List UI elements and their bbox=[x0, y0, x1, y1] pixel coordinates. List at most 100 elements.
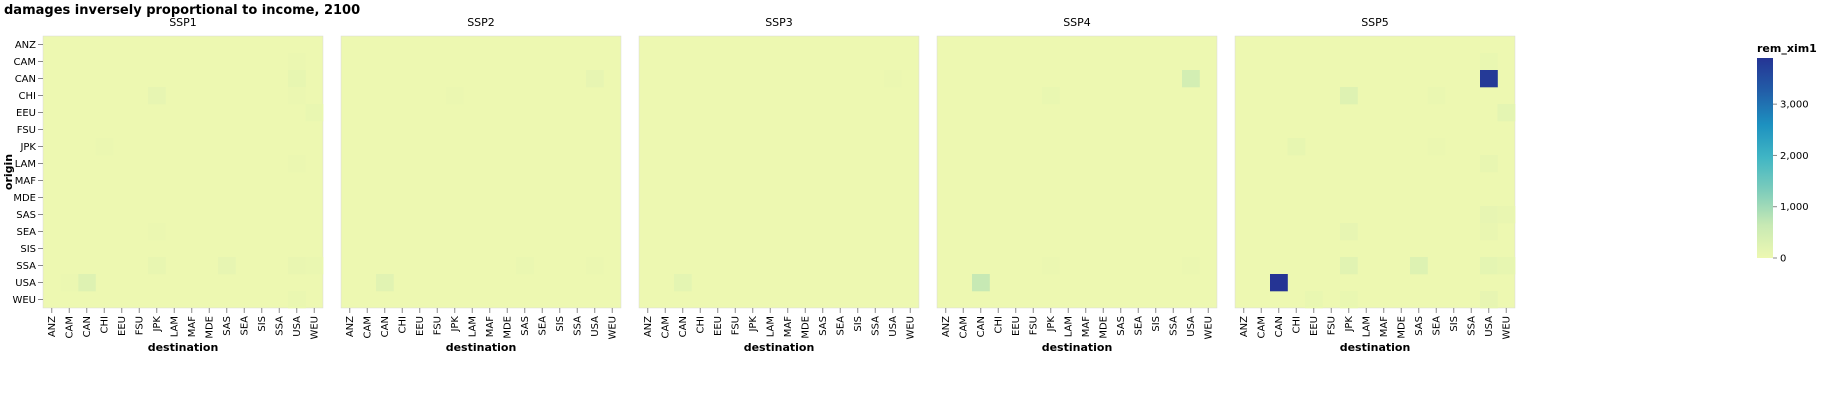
facet-ssp2: SSP2 ANZ CAM CAN CHI EEU FSU JPK LAM MAF MDE SAS SEA… bbox=[340, 16, 622, 354]
x-tick-label: CAM bbox=[660, 316, 671, 338]
x-tick-label: SIS bbox=[853, 316, 864, 332]
x-tick-label: CAM bbox=[362, 316, 373, 338]
x-tick-label: JPK bbox=[1046, 316, 1057, 333]
heatmap-cell-jpk-sea bbox=[1427, 138, 1446, 156]
x-tick-label: WEU bbox=[309, 316, 320, 340]
x-tick-label: FSU bbox=[134, 316, 145, 335]
x-tick-label: SIS bbox=[1151, 316, 1162, 332]
x-tick-label: SAS bbox=[222, 316, 233, 336]
x-axis-title: destination bbox=[1340, 341, 1411, 354]
y-axis-title: origin bbox=[2, 154, 15, 190]
x-tick-label: LAM bbox=[467, 316, 478, 337]
heatmap-cell-ssa-usa bbox=[288, 257, 306, 275]
x-tick-label: SSA bbox=[572, 316, 583, 336]
heatmap-cell-ssa-usa bbox=[586, 257, 604, 275]
x-tick-label: WEU bbox=[905, 316, 916, 340]
x-tick-label: SSA bbox=[1466, 316, 1477, 336]
heatmap-cell-usa-can bbox=[376, 274, 394, 292]
x-tick-label: WEU bbox=[607, 316, 618, 340]
x-tick-label: WEU bbox=[1203, 316, 1214, 340]
y-tick-label: MDE bbox=[13, 193, 36, 204]
x-tick-label: ANZ bbox=[345, 316, 356, 337]
heatmap-cell-sea-jpk bbox=[1340, 223, 1358, 241]
y-tick-label: CAM bbox=[14, 57, 36, 68]
heatmap-cell-lam-usa bbox=[288, 155, 306, 173]
legend-color-bar bbox=[1757, 58, 1773, 258]
heatmap-cell-jpk-chi bbox=[1287, 138, 1306, 156]
heatmap-panel-background bbox=[1234, 35, 1516, 309]
heatmap-cell-chi-jpk bbox=[1340, 87, 1358, 105]
heatmap-cell-ssa-sas bbox=[516, 257, 534, 275]
y-tick-label: EEU bbox=[16, 108, 36, 119]
x-tick-label: MDE bbox=[1098, 316, 1109, 339]
heatmap-cell-ssa-jpk bbox=[1042, 257, 1060, 275]
x-tick-label: LAM bbox=[1361, 316, 1372, 337]
x-tick-label: EEU bbox=[1309, 316, 1320, 336]
x-tick-label: MAF bbox=[783, 316, 794, 337]
x-tick-label: MAF bbox=[485, 316, 496, 337]
heatmap-cell-ssa-weu bbox=[305, 257, 324, 275]
x-tick-label: CAM bbox=[1256, 316, 1267, 338]
x-axis-title: destination bbox=[148, 341, 219, 354]
x-tick-label: CHI bbox=[1291, 316, 1302, 333]
heatmap-cell-can-usa bbox=[288, 70, 306, 88]
y-tick-label: LAM bbox=[15, 159, 36, 170]
x-tick-label: SAS bbox=[818, 316, 829, 336]
x-axis-title: destination bbox=[446, 341, 517, 354]
x-tick-label: MAF bbox=[1379, 316, 1390, 337]
x-tick-label: SSA bbox=[870, 316, 881, 336]
x-tick-label: SSA bbox=[1168, 316, 1179, 336]
facet-ssp1: SSP1 ANZ CAM CAN CHI EEU FSU JPK LAM MAF MDE SAS SEA… bbox=[2, 16, 324, 354]
heatmap-cell-can-usa bbox=[884, 70, 902, 88]
heatmap-cell-jpk-chi bbox=[95, 138, 114, 156]
x-tick-label: CHI bbox=[993, 316, 1004, 333]
y-tick-label: USA bbox=[15, 278, 36, 289]
facet-title-ssp2: SSP2 bbox=[467, 16, 495, 29]
x-tick-label: CHI bbox=[397, 316, 408, 333]
x-tick-label: EEU bbox=[713, 316, 724, 336]
heatmap-cell-sas-weu bbox=[1497, 206, 1516, 224]
x-tick-label: MDE bbox=[502, 316, 513, 339]
heatmap-cell-chi-jpk bbox=[1042, 87, 1060, 105]
x-tick-label: USA bbox=[1484, 316, 1495, 337]
x-tick-label: LAM bbox=[765, 316, 776, 337]
legend-tick-label: 1,000 bbox=[1780, 202, 1809, 213]
x-tick-label: JPK bbox=[748, 316, 759, 333]
color-legend: rem_xim1 0 1,000 2,000 3,000 bbox=[1757, 42, 1817, 265]
heatmap-cell-weu-usa bbox=[1480, 291, 1498, 309]
x-tick-label: MDE bbox=[204, 316, 215, 339]
facet-title-ssp4: SSP4 bbox=[1063, 16, 1091, 29]
legend-tick-label: 2,000 bbox=[1780, 151, 1809, 162]
x-tick-label: USA bbox=[1186, 316, 1197, 337]
heatmap-cell-chi-sea bbox=[1427, 87, 1446, 105]
heatmap-cell-cam-usa bbox=[1480, 53, 1498, 71]
x-tick-label: FSU bbox=[730, 316, 741, 335]
heatmap-cell-usa-can bbox=[972, 274, 990, 292]
heatmap-cell-usa-can bbox=[674, 274, 692, 292]
heatmap-cell-weu-eeu bbox=[1305, 291, 1323, 309]
x-tick-label: FSU bbox=[1326, 316, 1337, 335]
heatmap-panel-background bbox=[638, 35, 920, 309]
x-tick-label: SAS bbox=[520, 316, 531, 336]
heatmap-cell-sas-usa bbox=[1480, 206, 1498, 224]
x-tick-label: SEA bbox=[1133, 316, 1144, 336]
heatmap-panel-background bbox=[936, 35, 1218, 309]
heatmap-cell-ssa-weu bbox=[1497, 257, 1516, 275]
chart-title: damages inversely proportional to income… bbox=[4, 3, 360, 18]
x-tick-label: CAM bbox=[64, 316, 75, 338]
heatmap-panel-background bbox=[42, 35, 324, 309]
heatmap-cell-ssa-usa bbox=[1182, 257, 1200, 275]
y-tick-label: CAN bbox=[15, 74, 36, 85]
x-tick-label: LAM bbox=[169, 316, 180, 337]
legend-tick-label: 0 bbox=[1780, 254, 1786, 265]
heatmap-cell-chi-usa bbox=[288, 87, 306, 105]
facets: SSP1 ANZ CAM CAN CHI EEU FSU JPK LAM MAF MDE SAS SEA… bbox=[2, 16, 1516, 354]
heatmap-cell-usa-cam bbox=[60, 274, 79, 292]
heatmap-panel-background bbox=[340, 35, 622, 309]
heatmap-cell-chi-jpk bbox=[446, 87, 464, 105]
x-tick-label: SIS bbox=[555, 316, 566, 332]
x-tick-label: MAF bbox=[1081, 316, 1092, 337]
x-tick-label: JPK bbox=[152, 316, 163, 333]
x-tick-label: ANZ bbox=[47, 316, 58, 337]
